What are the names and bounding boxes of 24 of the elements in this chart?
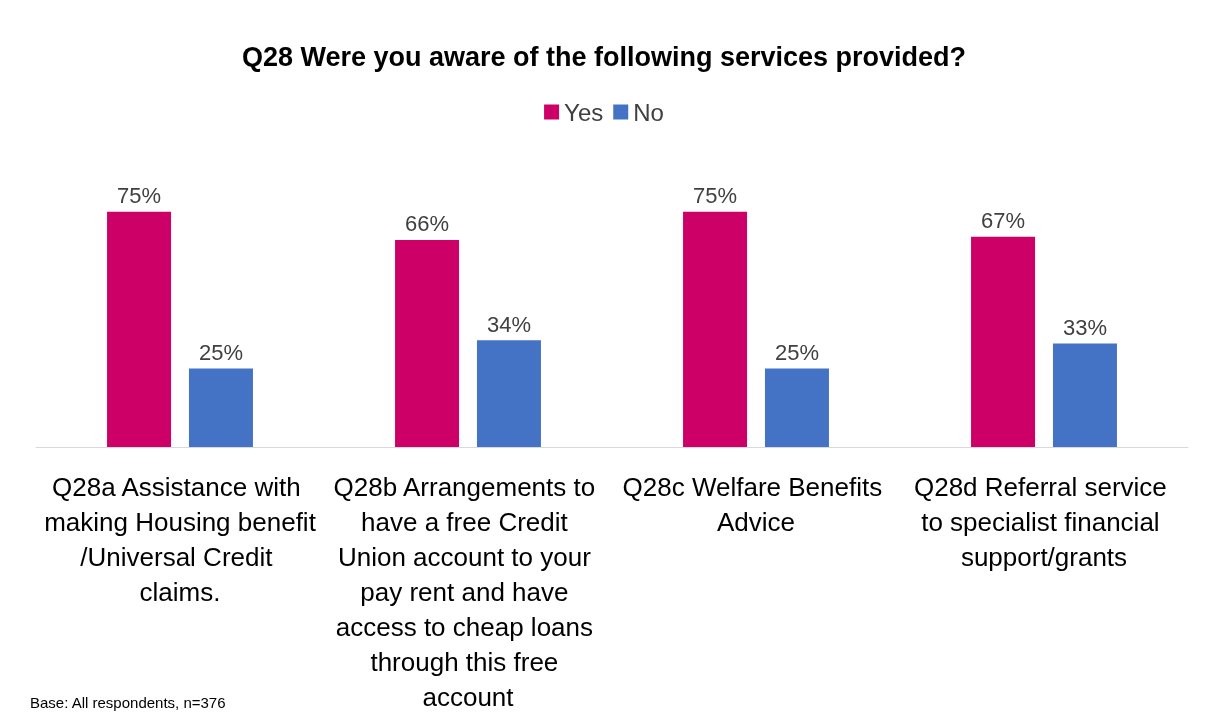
data-label: 67% bbox=[981, 208, 1026, 234]
bar bbox=[1052, 343, 1117, 447]
x-tick-label: Q28a Assistance with making Housing benefit/Universal Credit claims. bbox=[44, 471, 317, 607]
bar bbox=[683, 211, 748, 447]
data-label: 75% bbox=[693, 183, 738, 209]
x-tick-label: Q28c Welfare Benefits Advice bbox=[622, 471, 890, 537]
bar bbox=[971, 236, 1036, 447]
data-label: 66% bbox=[405, 211, 450, 237]
bar bbox=[476, 340, 541, 447]
x-tick-label: Q28d Referral service to specialist financial support/grants bbox=[913, 471, 1175, 572]
bar bbox=[188, 368, 253, 447]
x-tick-label: Q28b Arrangements to have a free Credit Union account to your pay rent and have access to cheap loans through this free account bbox=[333, 471, 603, 712]
chart-title: Q28 Were you aware of the following services provided? bbox=[241, 41, 967, 72]
data-label: 25% bbox=[774, 340, 819, 366]
bar bbox=[395, 239, 460, 447]
bar bbox=[764, 368, 829, 447]
data-label: 25% bbox=[198, 340, 243, 366]
data-label: 34% bbox=[486, 311, 531, 337]
legend-label: No bbox=[633, 98, 664, 126]
legend-label: Yes bbox=[564, 98, 604, 126]
data-label: 33% bbox=[1062, 314, 1107, 340]
text: Base: All respondents, n=376 bbox=[30, 694, 226, 711]
data-label: 75% bbox=[117, 183, 162, 209]
bar bbox=[107, 211, 172, 447]
